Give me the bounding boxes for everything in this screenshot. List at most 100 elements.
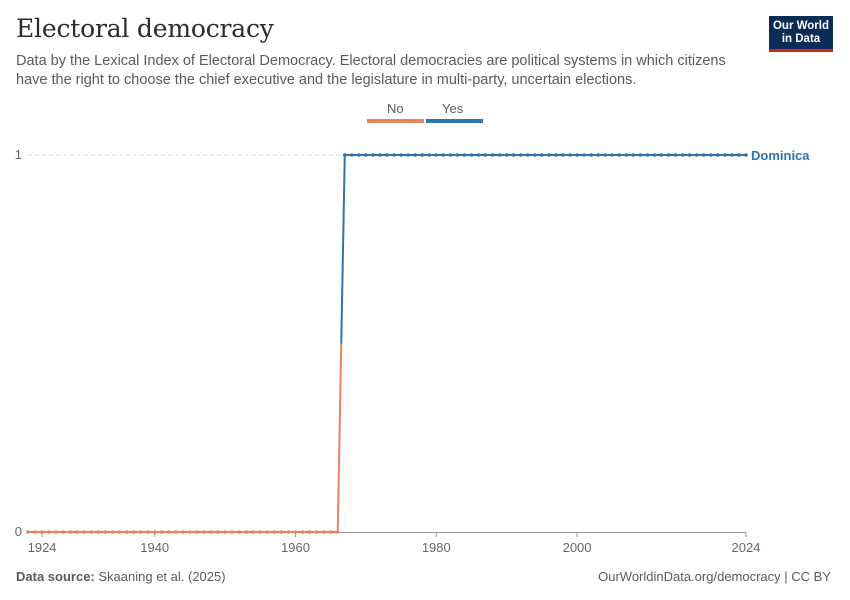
data-point-1963[interactable] <box>314 530 319 534</box>
data-point-2010[interactable] <box>645 153 650 157</box>
data-point-2001[interactable] <box>582 153 586 157</box>
data-point-1957[interactable] <box>272 530 277 534</box>
data-point-1969[interactable] <box>357 153 361 157</box>
owid-logo[interactable]: Our World in Data <box>769 16 833 52</box>
data-point-1943[interactable] <box>174 530 178 534</box>
data-point-1946[interactable] <box>195 530 199 534</box>
data-point-1922[interactable] <box>26 530 30 534</box>
data-point-1933[interactable] <box>103 530 108 534</box>
data-point-1965[interactable] <box>328 530 333 534</box>
data-point-1998[interactable] <box>561 153 565 157</box>
data-point-1929[interactable] <box>75 530 80 534</box>
data-point-1949[interactable] <box>216 530 220 534</box>
legend-label-no[interactable]: No <box>387 101 404 116</box>
data-point-1978[interactable] <box>420 153 424 157</box>
data-point-2021[interactable] <box>723 153 727 157</box>
data-point-2008[interactable] <box>631 153 636 157</box>
data-point-1935[interactable] <box>117 530 122 534</box>
data-point-1991[interactable] <box>511 153 516 157</box>
data-point-1961[interactable] <box>300 530 305 534</box>
data-point-1923[interactable] <box>33 530 37 534</box>
data-point-1981[interactable] <box>441 153 446 157</box>
data-point-2024[interactable] <box>744 153 748 157</box>
series-label-0[interactable]: Dominica <box>751 148 810 163</box>
data-point-1986[interactable] <box>476 153 481 157</box>
data-point-2020[interactable] <box>716 153 720 157</box>
data-point-2023[interactable] <box>737 153 741 157</box>
data-point-1992[interactable] <box>518 153 523 157</box>
data-point-2006[interactable] <box>617 153 622 157</box>
data-point-1953[interactable] <box>244 530 249 534</box>
data-point-1937[interactable] <box>131 530 136 534</box>
data-point-2009[interactable] <box>638 153 643 157</box>
data-point-1988[interactable] <box>490 153 495 157</box>
data-point-1951[interactable] <box>230 530 234 534</box>
data-point-1960[interactable] <box>293 530 298 534</box>
data-point-1993[interactable] <box>525 153 530 157</box>
data-point-2019[interactable] <box>709 153 713 157</box>
data-point-2011[interactable] <box>652 153 657 157</box>
data-point-1975[interactable] <box>399 153 403 157</box>
data-point-1970[interactable] <box>364 153 368 157</box>
data-point-1947[interactable] <box>202 530 206 534</box>
data-point-1999[interactable] <box>568 153 572 157</box>
data-point-1945[interactable] <box>188 530 192 534</box>
data-point-1977[interactable] <box>413 153 417 157</box>
data-point-1941[interactable] <box>159 530 164 534</box>
data-point-2016[interactable] <box>687 153 692 157</box>
data-point-1950[interactable] <box>223 530 227 534</box>
data-point-1982[interactable] <box>448 153 453 157</box>
data-point-1984[interactable] <box>462 153 467 157</box>
data-point-1959[interactable] <box>286 530 291 534</box>
data-point-2012[interactable] <box>659 153 664 157</box>
data-point-1927[interactable] <box>61 530 65 534</box>
data-point-1962[interactable] <box>307 530 312 534</box>
data-point-2014[interactable] <box>673 153 678 157</box>
data-point-1995[interactable] <box>540 153 544 157</box>
data-point-1948[interactable] <box>209 530 213 534</box>
data-point-1930[interactable] <box>82 530 87 534</box>
data-point-1980[interactable] <box>434 153 439 157</box>
data-point-1942[interactable] <box>166 530 171 534</box>
footer-url[interactable]: OurWorldinData.org/democracy | CC BY <box>598 569 831 584</box>
data-point-1932[interactable] <box>96 530 101 534</box>
data-point-2003[interactable] <box>596 153 600 157</box>
data-point-1926[interactable] <box>54 530 58 534</box>
data-point-1994[interactable] <box>533 153 537 157</box>
data-point-1944[interactable] <box>181 530 185 534</box>
data-point-1964[interactable] <box>321 530 326 534</box>
data-point-2013[interactable] <box>666 153 671 157</box>
data-point-1967[interactable] <box>342 153 347 157</box>
data-point-1931[interactable] <box>89 530 94 534</box>
data-point-1958[interactable] <box>279 530 284 534</box>
data-source-text[interactable]: Skaaning et al. (2025) <box>98 569 226 584</box>
legend-label-yes[interactable]: Yes <box>442 101 464 116</box>
data-point-1939[interactable] <box>145 530 150 534</box>
data-point-1952[interactable] <box>237 530 241 534</box>
data-point-1990[interactable] <box>504 153 509 157</box>
data-point-1925[interactable] <box>47 530 51 534</box>
data-point-1979[interactable] <box>427 153 432 157</box>
data-point-1936[interactable] <box>124 530 129 534</box>
data-point-1996[interactable] <box>547 153 551 157</box>
data-point-2004[interactable] <box>603 153 608 157</box>
data-point-1985[interactable] <box>469 153 474 157</box>
data-point-2000[interactable] <box>575 153 579 157</box>
data-point-1974[interactable] <box>392 153 396 157</box>
data-point-1928[interactable] <box>68 530 73 534</box>
data-point-1940[interactable] <box>152 530 157 534</box>
data-point-1987[interactable] <box>483 153 488 157</box>
data-point-1938[interactable] <box>138 530 143 534</box>
data-point-2005[interactable] <box>610 153 615 157</box>
data-point-1989[interactable] <box>497 153 502 157</box>
data-point-2015[interactable] <box>680 153 685 157</box>
data-point-1955[interactable] <box>258 530 263 534</box>
data-point-1956[interactable] <box>265 530 270 534</box>
data-point-1972[interactable] <box>378 153 382 157</box>
data-point-1968[interactable] <box>350 153 354 157</box>
data-point-1924[interactable] <box>40 530 44 534</box>
data-point-1934[interactable] <box>110 530 115 534</box>
data-point-1973[interactable] <box>385 153 389 157</box>
data-point-1976[interactable] <box>406 153 410 157</box>
data-point-2002[interactable] <box>589 153 593 157</box>
